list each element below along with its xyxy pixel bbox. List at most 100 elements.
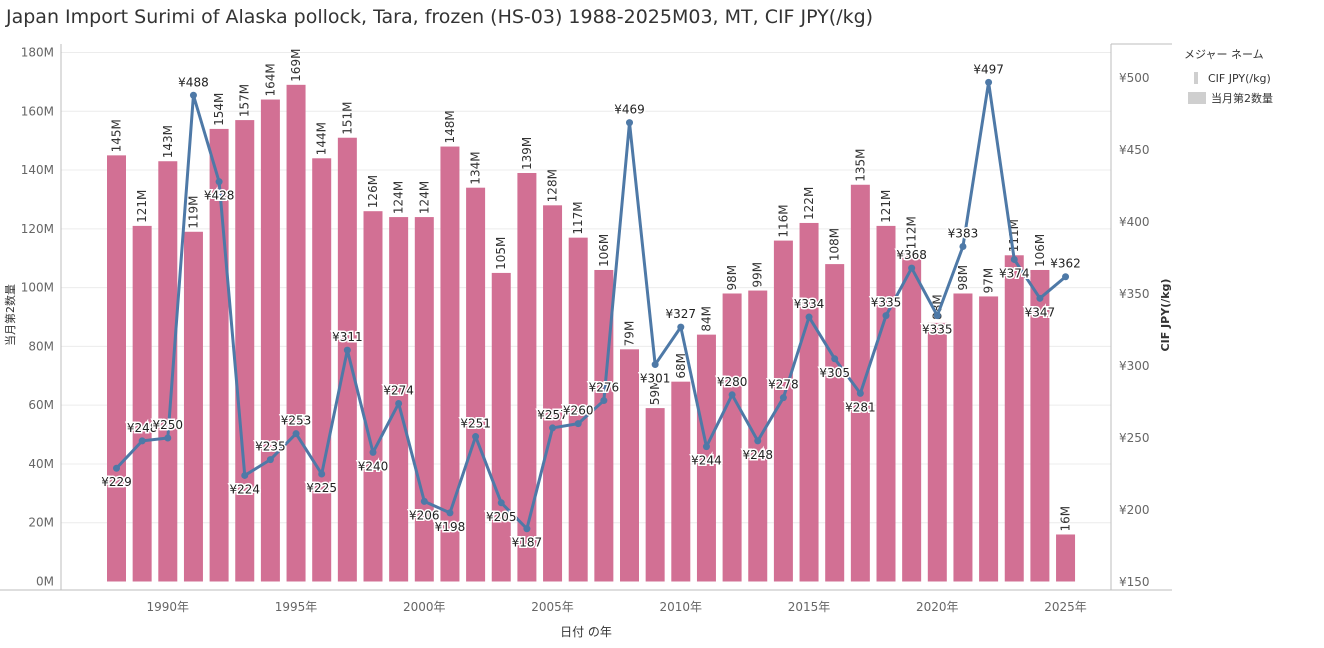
bar	[671, 381, 691, 582]
bar-label: 88M	[930, 294, 944, 320]
line-point	[164, 434, 172, 442]
y-right-tick-label: ¥200	[1119, 503, 1150, 517]
y-right-tick-label: ¥250	[1119, 431, 1150, 445]
line-label: ¥335	[922, 323, 953, 337]
line-point	[831, 355, 839, 363]
y-left-tick-label: 40M	[28, 457, 54, 471]
bar	[927, 322, 947, 582]
bar-label: 124M	[417, 181, 431, 214]
y-left-tick-label: 0M	[36, 575, 54, 589]
line-point	[959, 242, 967, 250]
bar-label: 98M	[725, 265, 739, 291]
bar	[517, 172, 537, 582]
line-point	[369, 448, 377, 456]
line-label: ¥278	[768, 378, 799, 392]
line-label: ¥469	[614, 103, 645, 117]
line-label: ¥240	[358, 459, 389, 473]
y-left-tick-label: 180M	[21, 46, 54, 60]
y-right-tick-label: ¥300	[1119, 359, 1150, 373]
line-point	[318, 470, 326, 478]
line-series	[113, 78, 1070, 533]
y-left-axis-title: 当月第2数量	[3, 284, 17, 346]
x-tick-label: 2010年	[660, 600, 703, 614]
line-point	[420, 497, 428, 505]
y-right-tick-label: ¥350	[1119, 287, 1150, 301]
line-label: ¥428	[204, 189, 235, 203]
line-point	[626, 119, 633, 127]
bar-label: 105M	[494, 237, 508, 270]
line-point	[1010, 255, 1018, 263]
x-axis-title: 日付 の年	[560, 625, 612, 639]
legend-bar-label: 当月第2数量	[1211, 92, 1273, 105]
line-label: ¥281	[845, 400, 876, 414]
x-tick-label: 2025年	[1044, 600, 1087, 614]
bar-label: 97M	[982, 268, 996, 294]
bar-label: 157M	[238, 84, 252, 117]
bar	[1056, 534, 1076, 582]
line-point	[702, 443, 710, 451]
bar-swatch-icon	[1188, 92, 1206, 104]
bar	[825, 264, 845, 582]
line-point	[446, 509, 454, 517]
bar	[235, 120, 255, 582]
line-data-labels: ¥229¥248¥250¥488¥428¥224¥235¥253¥225¥311…	[100, 61, 1083, 551]
bar	[876, 225, 896, 582]
bar-label: 154M	[212, 93, 226, 126]
line-point	[933, 312, 941, 320]
bar-label: 116M	[776, 204, 790, 237]
y-left-tick-label: 140M	[21, 163, 54, 177]
line-point	[1062, 273, 1070, 281]
bar-label: 112M	[905, 216, 919, 249]
line-point	[985, 78, 993, 86]
bar	[414, 217, 434, 582]
bar	[902, 252, 922, 582]
bar	[440, 146, 460, 582]
bar	[620, 349, 639, 582]
line-label: ¥253	[281, 414, 312, 428]
line-point	[882, 312, 890, 320]
legend-item-line[interactable]: CIF JPY(/kg)	[1184, 68, 1273, 88]
y-left-tick-label: 100M	[21, 281, 54, 295]
line-label: ¥250	[153, 418, 184, 432]
y-left-tick-label: 160M	[21, 104, 54, 118]
line-label: ¥274	[383, 383, 414, 397]
bar-label: 121M	[879, 190, 893, 223]
line-point	[549, 424, 557, 432]
y-right-tick-label: ¥400	[1119, 215, 1150, 229]
line-label: ¥305	[819, 366, 850, 380]
bar	[158, 161, 178, 582]
line-point	[1036, 294, 1044, 302]
bar	[568, 237, 588, 582]
chart-title: Japan Import Surimi of Alaska pollock, T…	[6, 6, 874, 28]
line-swatch-icon	[1194, 72, 1198, 84]
line-label: ¥301	[640, 372, 671, 386]
line-point	[754, 437, 762, 445]
bar	[773, 240, 793, 582]
line-point	[266, 456, 274, 464]
bar-label: 59M	[648, 379, 662, 405]
legend-item-bar[interactable]: 当月第2数量	[1184, 88, 1273, 108]
line-label: ¥276	[589, 381, 620, 395]
line-point	[728, 391, 736, 399]
line-point	[189, 91, 197, 99]
bar	[491, 272, 511, 582]
bar-label: 106M	[597, 234, 611, 267]
bar	[312, 158, 332, 582]
bar-label: 148M	[443, 110, 457, 143]
bar-label: 99M	[751, 262, 765, 288]
bar-label: 84M	[699, 306, 713, 332]
line-label: ¥311	[332, 330, 363, 344]
line-label: ¥335	[871, 296, 902, 310]
x-tick-label: 1990年	[147, 600, 190, 614]
bar-label: 79M	[623, 321, 637, 347]
bar	[645, 408, 665, 582]
y-left-tick-label: 60M	[28, 398, 54, 412]
line-point	[215, 178, 223, 186]
bar-data-labels: 145M 121M 143M 119M 154M 157M 164M 169M 144M 151M…	[110, 49, 1073, 532]
bar-label: 135M	[853, 148, 867, 181]
bar-label: 143M	[161, 125, 175, 158]
bar-label: 117M	[571, 201, 585, 234]
bar-label: 169M	[289, 49, 303, 82]
line-label: ¥206	[409, 508, 440, 522]
